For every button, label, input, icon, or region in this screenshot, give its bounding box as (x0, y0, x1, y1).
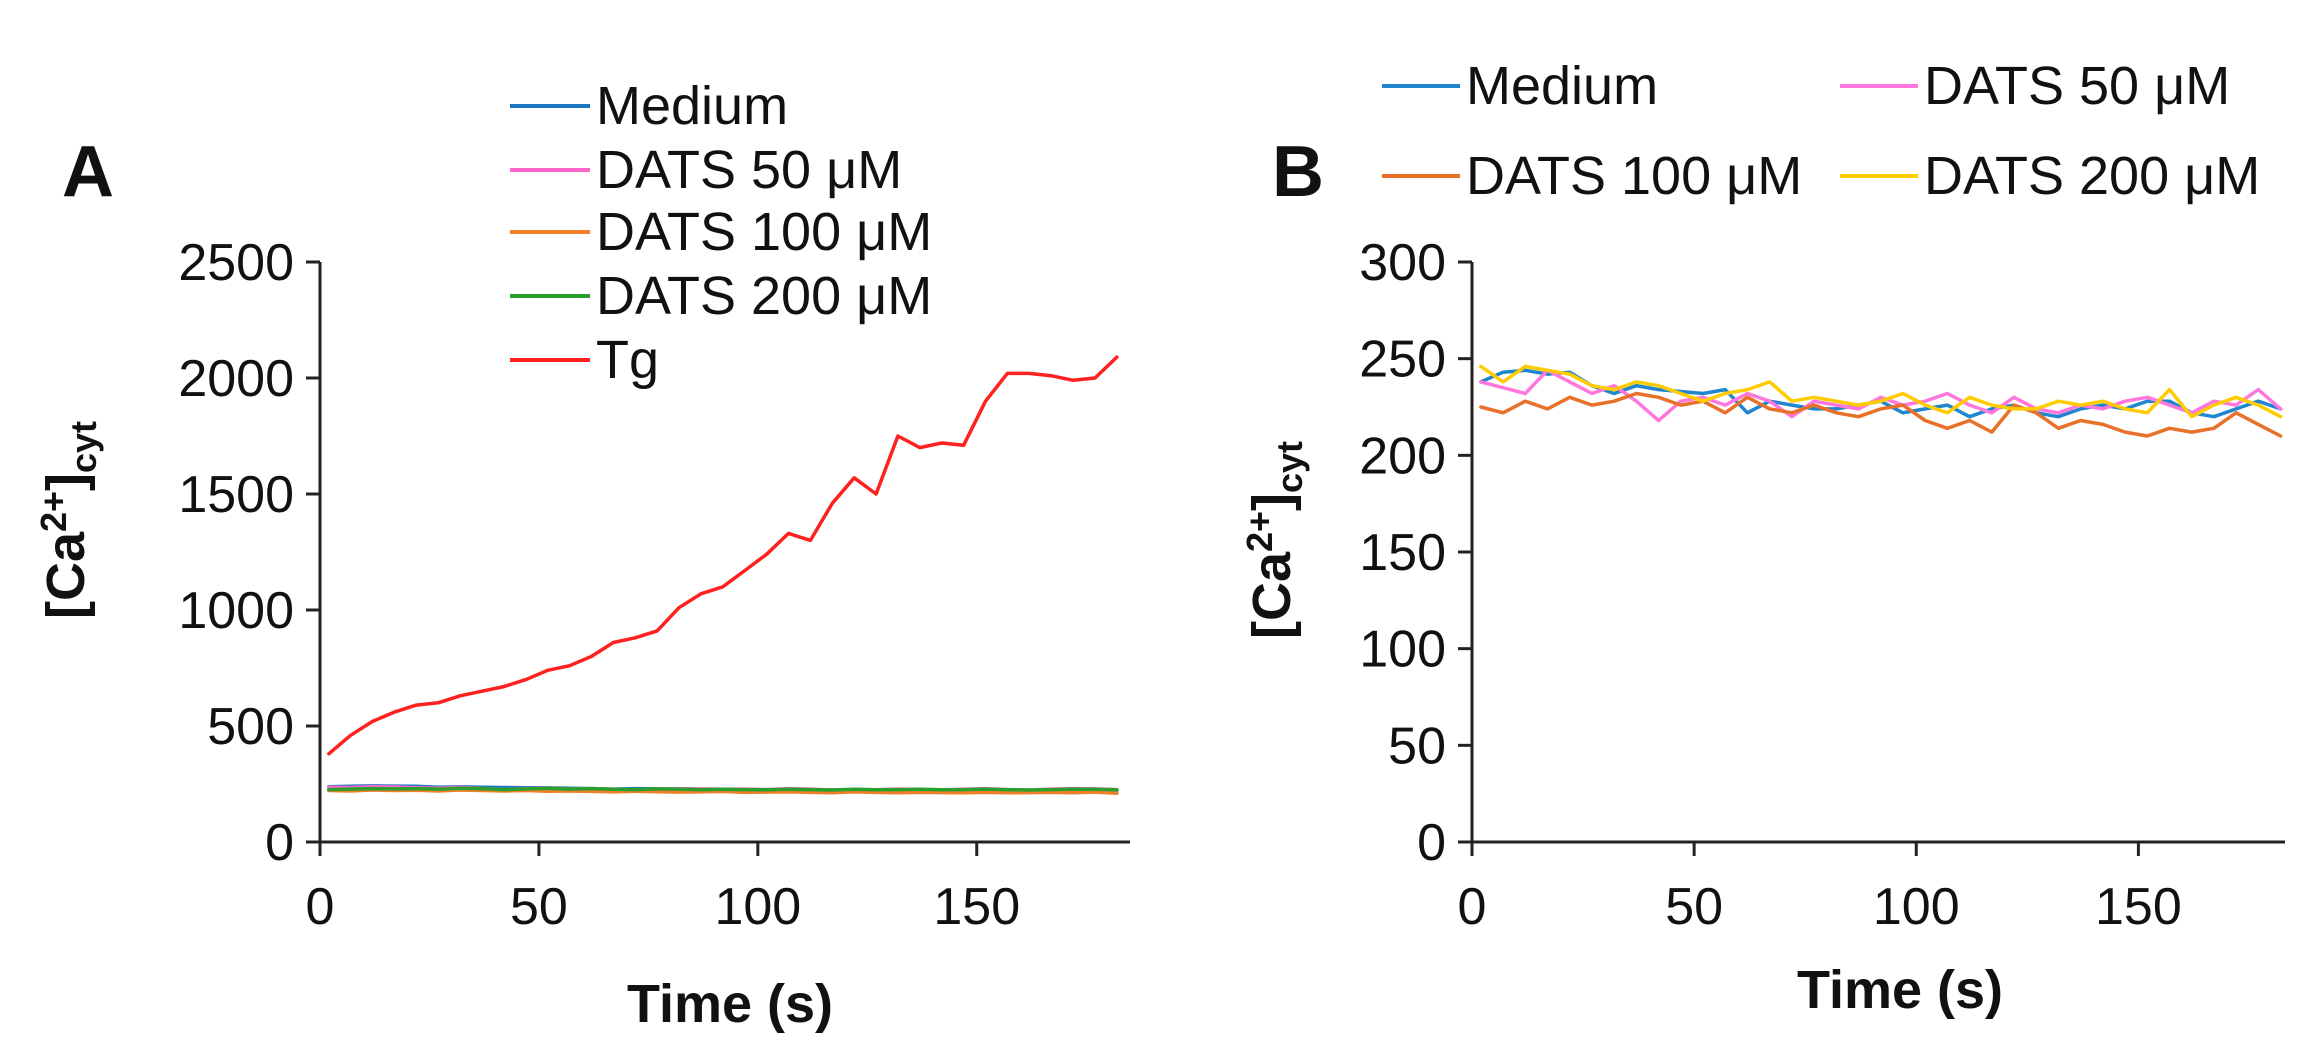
panel-a-y-tick-label: 1500 (178, 466, 294, 524)
panel-a-legend-label: DATS 100 μM (596, 202, 932, 262)
panel-a: A [Ca2+]cyt Time (s) 0500100015002000250… (33, 76, 1130, 1034)
panel-a-x-tick-label: 0 (306, 878, 335, 936)
panel-a-y-tick-label: 0 (265, 814, 294, 872)
panel-a-x-tick-label: 150 (933, 878, 1020, 936)
panel-a-legend-item-dats-50-um: DATS 50 μM (510, 140, 902, 200)
panel-a-x-tick-label: 100 (714, 878, 801, 936)
panel-a-plot-area: 0 500 1000 1500 2000 2500 0 50 100 150 (178, 234, 1130, 936)
panel-a-ylabel-close: ] (36, 473, 96, 491)
svg-text:[Ca2+]cyt: [Ca2+]cyt (33, 421, 104, 619)
panel-b-legend-item-dats-200-um: DATS 200 μM (1840, 146, 2260, 206)
panel-a-legend-item-tg: Tg (510, 330, 659, 390)
panel-b-y-axis-label: [Ca2+]cyt (1239, 441, 1310, 639)
panel-b-x-axis-label: Time (s) (1797, 960, 2003, 1020)
panel-b-x-tick-label: 100 (1873, 878, 1960, 936)
panel-a-y-tick-label: 2000 (178, 350, 294, 408)
panel-a-legend-label: DATS 50 μM (596, 140, 902, 200)
panel-a-y-tick-label: 2500 (178, 234, 294, 292)
panel-a-letter: A (62, 132, 114, 212)
panel-a-y-tick-label: 500 (207, 698, 294, 756)
panel-b-legend-label: Medium (1466, 56, 1658, 116)
panel-b-legend-label: DATS 200 μM (1924, 146, 2260, 206)
panel-a-legend-item-medium: Medium (510, 76, 788, 136)
panel-a-series-dats-200-um (327, 786, 1119, 792)
panel-a-legend-label: DATS 200 μM (596, 266, 932, 326)
panel-b-x-tick-label: 150 (2095, 878, 2182, 936)
panel-a-legend-label: Medium (596, 76, 788, 136)
panel-b-y-tick-label: 200 (1359, 427, 1446, 485)
panel-b-y-tick-label: 0 (1417, 814, 1446, 872)
panel-b-y-tick-label: 300 (1359, 234, 1446, 292)
panel-a-y-axis-label: [Ca2+]cyt (33, 421, 104, 619)
panel-b-letter: B (1272, 132, 1324, 212)
panel-b-legend: Medium DATS 50 μM DATS 100 μM DATS 200 μM (1382, 56, 2260, 206)
panel-b-legend-item-dats-100-um: DATS 100 μM (1382, 146, 1802, 206)
panel-b-legend-label: DATS 50 μM (1924, 56, 2230, 116)
panel-b-x-tick-label: 50 (1665, 878, 1723, 936)
panel-b-legend-item-medium: Medium (1382, 56, 1658, 116)
panel-a-ylabel-sub: cyt (63, 421, 104, 473)
panel-b: B [Ca2+]cyt Time (s) 0501001502002503000… (1239, 56, 2285, 1020)
panel-b-y-tick-label: 150 (1359, 524, 1446, 582)
panel-a-y-tick-label: 1000 (178, 582, 294, 640)
panel-a-x-tick-label: 50 (510, 878, 568, 936)
panel-b-legend-label: DATS 100 μM (1466, 146, 1802, 206)
panel-b-ylabel-close: ] (1242, 493, 1302, 511)
panel-b-y-tick-label: 50 (1388, 717, 1446, 775)
panel-a-legend-label: Tg (596, 330, 659, 390)
panel-b-ylabel-sup: 2+ (1239, 511, 1280, 552)
panel-a-series-dats-100-um (327, 788, 1119, 796)
panel-a-ylabel-sup: 2+ (33, 491, 74, 532)
panel-b-series-dats-200-um (1479, 364, 2283, 419)
panel-b-y-tick-label: 250 (1359, 331, 1446, 389)
panel-b-y-tick-label: 100 (1359, 621, 1446, 679)
panel-b-series-dats-50-um (1479, 368, 2283, 423)
panel-a-legend-item-dats-200-um: DATS 200 μM (510, 266, 932, 326)
panel-a-legend-item-dats-100-um: DATS 100 μM (510, 202, 932, 262)
panel-a-series-tg (327, 355, 1119, 756)
panel-b-plot-area: 0 50 100 150 200 250 300 0 50 100 150 (1359, 234, 2285, 936)
panel-a-x-axis-label: Time (s) (627, 974, 833, 1034)
svg-text:[Ca2+]cyt: [Ca2+]cyt (1239, 441, 1310, 639)
panel-b-x-tick-label: 0 (1458, 878, 1487, 936)
panel-a-ylabel-main: [Ca (36, 531, 96, 619)
panel-b-series-dats-100-um (1479, 391, 2283, 438)
panel-b-ylabel-main: [Ca (1242, 551, 1302, 639)
panel-b-ylabel-sub: cyt (1269, 441, 1310, 493)
panel-b-legend-item-dats-50-um: DATS 50 μM (1840, 56, 2230, 116)
